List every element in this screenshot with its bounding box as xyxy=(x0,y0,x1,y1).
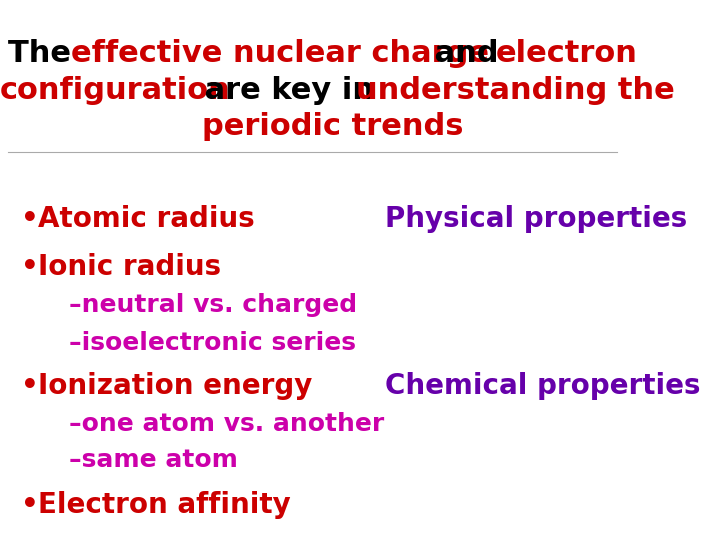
Text: configuration: configuration xyxy=(0,76,230,105)
Text: Physical properties: Physical properties xyxy=(385,205,688,233)
Text: •: • xyxy=(21,205,39,233)
Text: Electron affinity: Electron affinity xyxy=(38,491,291,519)
Text: Ionization energy: Ionization energy xyxy=(38,372,312,400)
Text: •: • xyxy=(21,253,39,281)
Text: electron: electron xyxy=(496,39,638,69)
Text: –one atom vs. another: –one atom vs. another xyxy=(68,412,384,436)
Text: Atomic radius: Atomic radius xyxy=(38,205,255,233)
Text: •: • xyxy=(21,372,39,400)
Text: –same atom: –same atom xyxy=(68,448,238,472)
Text: effective nuclear charge: effective nuclear charge xyxy=(71,39,489,69)
Text: •: • xyxy=(21,491,39,519)
Text: are key in: are key in xyxy=(194,76,385,105)
Text: and: and xyxy=(424,39,509,69)
Text: –isoelectronic series: –isoelectronic series xyxy=(68,331,356,355)
Text: The: The xyxy=(9,39,82,69)
Text: –neutral vs. charged: –neutral vs. charged xyxy=(68,293,357,317)
Text: Ionic radius: Ionic radius xyxy=(38,253,221,281)
Text: understanding the: understanding the xyxy=(356,76,675,105)
Text: periodic trends: periodic trends xyxy=(202,112,463,141)
Text: Chemical properties: Chemical properties xyxy=(385,372,701,400)
